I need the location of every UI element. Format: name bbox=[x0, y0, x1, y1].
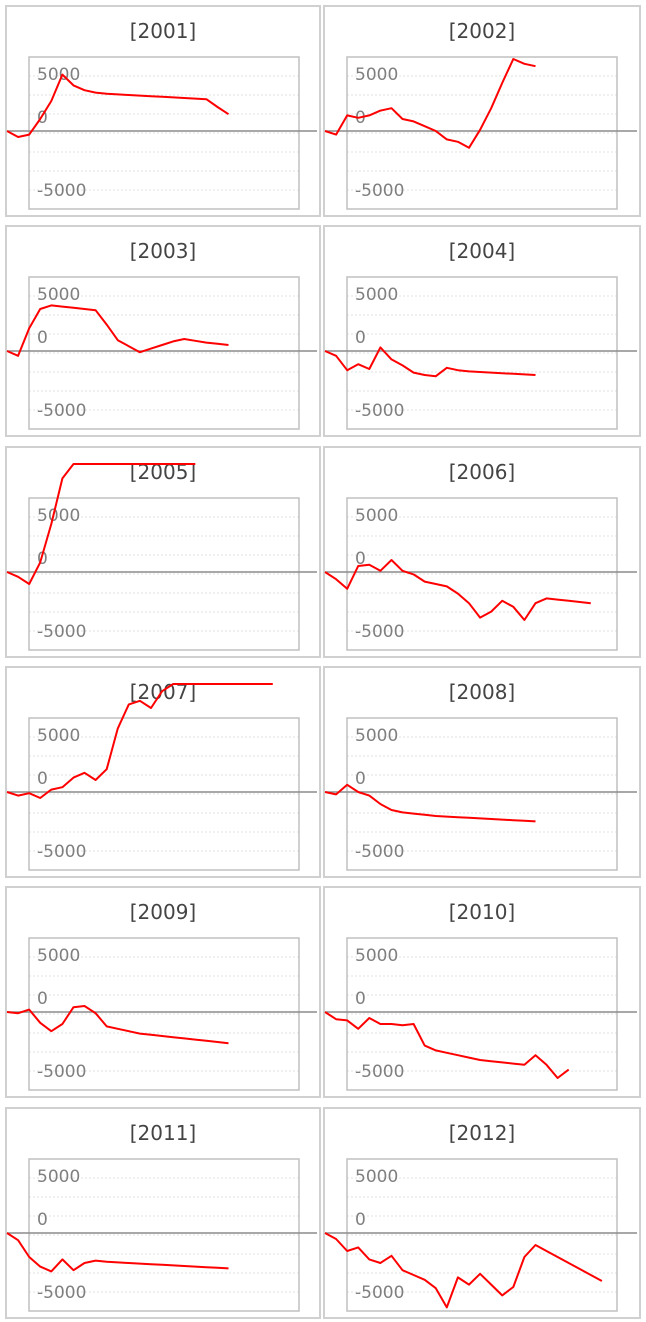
y-tick-label: 0 bbox=[355, 328, 366, 348]
chart-panel: [2009] 5000 0 -5000 bbox=[5, 886, 321, 1098]
chart-panel: [2006] 5000 0 -5000 bbox=[323, 446, 641, 658]
series-line bbox=[6, 1005, 229, 1045]
y-tick-label: -5000 bbox=[355, 1283, 404, 1303]
y-tick-label: -5000 bbox=[355, 842, 404, 862]
y-tick-label: 5000 bbox=[37, 726, 80, 746]
plot-frame bbox=[28, 937, 300, 1091]
plot-frame bbox=[346, 1158, 618, 1312]
chart-panel: [2012] 5000 0 -5000 bbox=[323, 1107, 641, 1319]
y-tick-label: 0 bbox=[37, 769, 48, 789]
chart-title: [2003] bbox=[129, 239, 197, 263]
y-tick-label: -5000 bbox=[37, 401, 86, 421]
y-tick-label: 0 bbox=[37, 1210, 48, 1230]
y-tick-label: -5000 bbox=[37, 622, 86, 642]
plot-frame bbox=[346, 497, 618, 651]
plot-frame bbox=[28, 1158, 300, 1312]
series-line bbox=[6, 304, 229, 357]
y-tick-label: 5000 bbox=[355, 506, 398, 526]
chart-panel: [2004] 5000 0 -5000 bbox=[323, 225, 641, 437]
y-tick-label: 5000 bbox=[355, 65, 398, 85]
chart-panel: [2011] 5000 0 -5000 bbox=[5, 1107, 321, 1319]
y-tick-label: 5000 bbox=[355, 1167, 398, 1187]
chart-title: [2009] bbox=[129, 900, 197, 924]
y-tick-label: 5000 bbox=[37, 65, 80, 85]
chart-plot: 5000 0 -5000 bbox=[324, 937, 637, 1091]
y-tick-label: 0 bbox=[355, 769, 366, 789]
series-line bbox=[324, 783, 536, 823]
series-line bbox=[324, 58, 536, 149]
plot-frame bbox=[28, 276, 300, 430]
plot-frame bbox=[346, 717, 618, 871]
chart-title: [2001] bbox=[129, 19, 197, 43]
y-tick-label: 5000 bbox=[37, 1167, 80, 1187]
chart-title: [2010] bbox=[448, 900, 516, 924]
y-tick-label: 0 bbox=[37, 108, 48, 128]
chart-plot: 5000 0 -5000 bbox=[324, 717, 637, 871]
y-tick-label: -5000 bbox=[37, 1062, 86, 1082]
chart-plot: 5000 0 -5000 bbox=[6, 683, 317, 871]
plot-frame bbox=[28, 56, 300, 210]
chart-panel: [2008] 5000 0 -5000 bbox=[323, 666, 641, 878]
series-line bbox=[324, 1011, 570, 1079]
y-tick-label: 0 bbox=[355, 989, 366, 1009]
y-tick-label: 5000 bbox=[37, 285, 80, 305]
y-tick-label: 0 bbox=[355, 1210, 366, 1230]
chart-plot: 5000 0 -5000 bbox=[6, 56, 317, 210]
y-tick-label: 5000 bbox=[355, 285, 398, 305]
y-tick-label: 0 bbox=[355, 549, 366, 569]
series-line bbox=[324, 346, 536, 378]
series-line bbox=[324, 559, 591, 621]
chart-plot: 5000 0 -5000 bbox=[6, 276, 317, 430]
y-tick-label: -5000 bbox=[37, 181, 86, 201]
chart-plot: 5000 0 -5000 bbox=[6, 937, 317, 1091]
plot-frame bbox=[28, 497, 300, 651]
series-line bbox=[324, 1232, 603, 1309]
chart-title: [2008] bbox=[448, 680, 516, 704]
y-tick-label: -5000 bbox=[355, 622, 404, 642]
chart-title: [2012] bbox=[448, 1121, 516, 1145]
plot-frame bbox=[346, 56, 618, 210]
series-line bbox=[6, 683, 273, 799]
y-tick-label: 0 bbox=[37, 549, 48, 569]
series-line bbox=[6, 463, 196, 585]
y-tick-label: -5000 bbox=[37, 1283, 86, 1303]
y-tick-label: 0 bbox=[37, 989, 48, 1009]
y-tick-label: -5000 bbox=[355, 181, 404, 201]
y-tick-label: 5000 bbox=[355, 726, 398, 746]
chart-title: [2011] bbox=[129, 1121, 197, 1145]
y-tick-label: 5000 bbox=[355, 946, 398, 966]
chart-plot: 5000 0 -5000 bbox=[6, 463, 317, 651]
chart-plot: 5000 0 -5000 bbox=[324, 1158, 637, 1312]
chart-panel: [2007] 5000 0 -5000 bbox=[5, 666, 321, 878]
chart-panel: [2003] 5000 0 -5000 bbox=[5, 225, 321, 437]
plot-frame bbox=[346, 276, 618, 430]
y-tick-label: -5000 bbox=[355, 401, 404, 421]
y-tick-label: 5000 bbox=[37, 506, 80, 526]
series-line bbox=[6, 73, 230, 138]
chart-plot: 5000 0 -5000 bbox=[6, 1158, 317, 1312]
plot-frame bbox=[346, 937, 618, 1091]
chart-panel: [2010] 5000 0 -5000 bbox=[323, 886, 641, 1098]
chart-title: [2004] bbox=[448, 239, 516, 263]
chart-plot: 5000 0 -5000 bbox=[324, 276, 637, 430]
y-tick-label: 0 bbox=[37, 328, 48, 348]
y-tick-label: -5000 bbox=[37, 842, 86, 862]
series-line bbox=[6, 1232, 229, 1273]
chart-panel: [2002] 5000 0 -5000 bbox=[323, 5, 641, 217]
chart-title: [2002] bbox=[448, 19, 516, 43]
y-tick-label: 5000 bbox=[37, 946, 80, 966]
chart-title: [2006] bbox=[448, 460, 516, 484]
chart-panel: [2005] 5000 0 -5000 bbox=[5, 446, 321, 658]
chart-panel: [2001] 5000 0 -5000 bbox=[5, 5, 321, 217]
y-tick-label: -5000 bbox=[355, 1062, 404, 1082]
chart-plot: 5000 0 -5000 bbox=[324, 497, 637, 651]
